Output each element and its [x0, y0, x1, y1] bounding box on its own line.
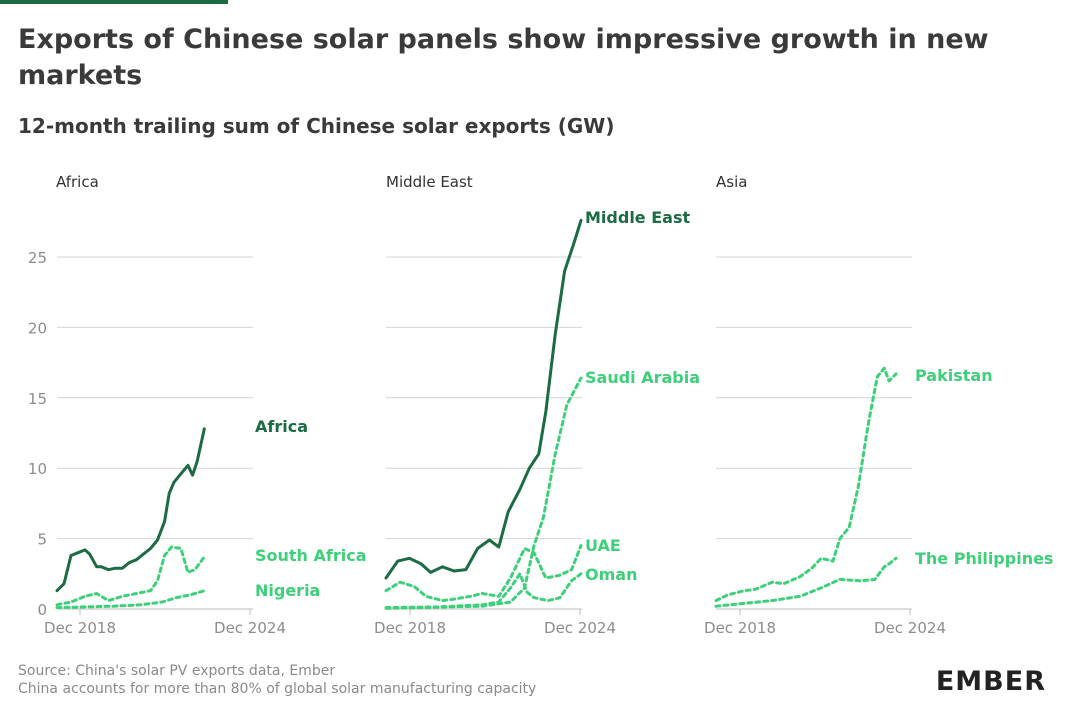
series-line-uae: [384, 544, 583, 603]
panel-asia: Asia Dec 2018 Dec 2024 Pakistan The Philippi…: [704, 173, 1053, 637]
x-tick-label: Dec 2024: [874, 619, 946, 637]
y-tick-label: 10: [28, 460, 47, 478]
y-tick-label: 5: [37, 531, 47, 549]
series-label-oman: Oman: [585, 565, 637, 584]
panel-title: Middle East: [386, 173, 473, 191]
footer: Source: China's solar PV exports data, E…: [18, 662, 536, 698]
series-label-pakistan: Pakistan: [915, 366, 993, 385]
series-line-africa: [55, 427, 206, 593]
series-label-the-philippines: The Philippines: [915, 549, 1053, 568]
series-line-oman: [384, 572, 583, 610]
x-tick-label: Dec 2024: [544, 619, 616, 637]
series-label-nigeria: Nigeria: [255, 581, 320, 600]
brand-accent-bar: [0, 0, 228, 4]
ember-logo: EMBER: [935, 666, 1046, 697]
capacity-note: China accounts for more than 80% of glob…: [18, 681, 537, 697]
x-tick-label: Dec 2018: [44, 619, 116, 637]
chart-subtitle: 12-month trailing sum of Chinese solar e…: [18, 114, 615, 138]
series-line-saudi-arabia: [384, 376, 583, 610]
y-tick-label: 20: [28, 319, 47, 337]
series-line-south-africa: [55, 545, 206, 607]
panel-title: Africa: [56, 173, 99, 191]
y-tick-label: 25: [28, 249, 47, 267]
x-tick-label: Dec 2024: [214, 619, 286, 637]
series-line-pakistan: [714, 366, 898, 603]
x-tick-label: Dec 2018: [374, 619, 446, 637]
series-label-saudi-arabia: Saudi Arabia: [585, 368, 700, 387]
source-note: Source: China's solar PV exports data, E…: [18, 663, 336, 679]
series-line-the-philippines: [714, 556, 898, 608]
y-tick-label: 0: [37, 601, 47, 619]
series-label-uae: UAE: [585, 536, 621, 555]
y-tick-label: 15: [28, 390, 47, 408]
x-tick-label: Dec 2018: [704, 619, 776, 637]
panel-title: Asia: [716, 173, 747, 191]
panel-africa: Africa 0 5 10 15 20 25 Dec 2018 Dec 2024 South Af…: [28, 173, 367, 637]
series-label-africa: Africa: [255, 417, 308, 436]
series-line-middle-east: [384, 218, 583, 580]
series-label-middle-east: Middle East: [585, 208, 690, 227]
series-line-nigeria: [55, 589, 206, 610]
series-label-south-africa: South Africa: [255, 546, 367, 565]
chart-title: Exports of Chinese solar panels show imp…: [18, 24, 989, 91]
panel-middle-east: Middle East Dec 2018 Dec 2024 Saudi Arabia U…: [374, 173, 700, 637]
